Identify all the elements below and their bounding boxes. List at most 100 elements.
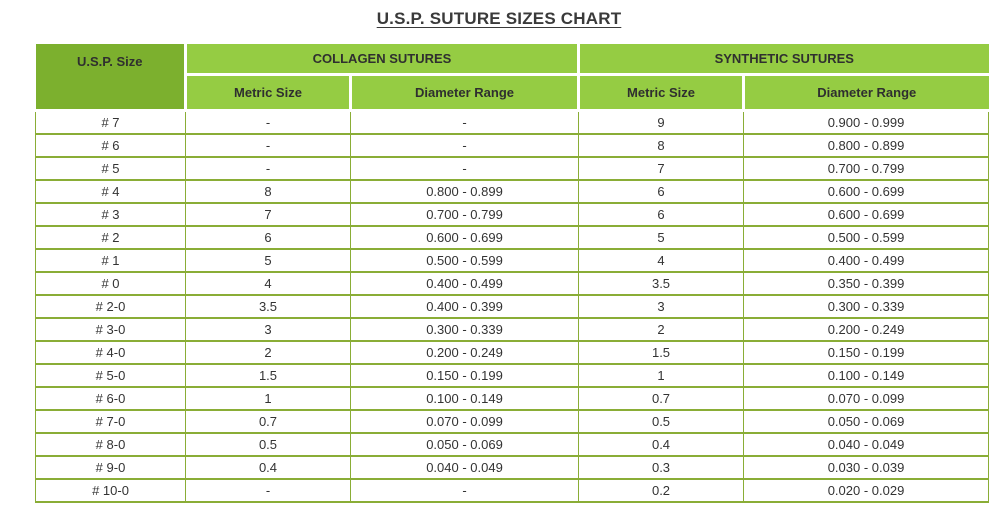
table-cell: 0.2 xyxy=(578,479,745,503)
table-cell: 0.150 - 0.199 xyxy=(349,364,580,388)
table-row: # 10-0- -0.2 0.020 - 0.029 xyxy=(35,479,990,503)
suture-sizes-table: U.S.P. Size COLLAGEN SUTURES SYNTHETIC S… xyxy=(35,44,990,503)
table-cell: 0.5 xyxy=(185,433,351,457)
usp-size-cell: # 3 xyxy=(35,203,186,227)
table-cell: 0.800 - 0.899 xyxy=(743,134,990,158)
table-cell: 0.020 - 0.029 xyxy=(743,479,990,503)
usp-size-cell: # 1 xyxy=(35,249,186,273)
table-cell: 2 xyxy=(185,341,351,365)
table-cell: - xyxy=(185,110,351,135)
collagen-sutures-group-header: COLLAGEN SUTURES xyxy=(183,44,581,76)
table-cell: 6 xyxy=(578,203,745,227)
table-row: # 5- -7 0.700 - 0.799 xyxy=(35,157,990,181)
usp-size-cell: # 2 xyxy=(35,226,186,250)
table-row: # 1 5 0.500 - 0.599 4 0.400 - 0.499 xyxy=(35,249,990,273)
table-row: # 3-0 3 0.300 - 0.339 2 0.200 - 0.249 xyxy=(35,318,990,342)
usp-size-cell: # 9-0 xyxy=(35,456,186,480)
table-row: # 3 7 0.700 - 0.799 6 0.600 - 0.699 xyxy=(35,203,990,227)
table-cell: 0.150 - 0.199 xyxy=(743,341,990,365)
usp-size-cell: # 6 xyxy=(35,134,186,158)
table-cell: 1 xyxy=(578,364,745,388)
table-cell: 0.7 xyxy=(185,410,351,434)
table-cell: 1.5 xyxy=(185,364,351,388)
table-head: U.S.P. Size COLLAGEN SUTURES SYNTHETIC S… xyxy=(35,44,989,112)
table-cell: 8 xyxy=(578,134,745,158)
table-cell: 0.600 - 0.699 xyxy=(743,180,990,204)
table-cell: 0.100 - 0.149 xyxy=(743,364,990,388)
table-cell: 7 xyxy=(578,157,745,181)
usp-size-header: U.S.P. Size xyxy=(35,44,187,112)
table-cell: 3.5 xyxy=(185,295,351,319)
table-cell: 0.900 - 0.999 xyxy=(743,110,990,135)
table-row: # 7- -9 0.900 - 0.999 xyxy=(35,110,990,135)
table-row: # 0 4 0.400 - 0.499 3.5 0.350 - 0.399 xyxy=(35,272,990,296)
table-cell: 3 xyxy=(578,295,745,319)
table-cell: 0.700 - 0.799 xyxy=(743,157,990,181)
table-cell: 5 xyxy=(185,249,351,273)
table-cell: 0.100 - 0.149 xyxy=(349,387,580,411)
table-body: # 7- -9 0.900 - 0.999 # 6- -8 0.800 - 0.899 # … xyxy=(35,110,990,503)
table-cell: 0.050 - 0.069 xyxy=(349,433,580,457)
table-cell: 0.600 - 0.699 xyxy=(743,203,990,227)
synthetic-diameter-range-header: Diameter Range xyxy=(742,73,989,112)
table-cell: 4 xyxy=(578,249,745,273)
table-cell: 0.800 - 0.899 xyxy=(349,180,580,204)
usp-size-cell: # 7 xyxy=(35,110,186,135)
table-cell: - xyxy=(349,110,580,135)
page-title: U.S.P. SUTURE SIZES CHART xyxy=(376,9,622,28)
table-cell: 6 xyxy=(578,180,745,204)
table-cell: - xyxy=(349,479,580,503)
collagen-metric-size-header: Metric Size xyxy=(184,73,352,112)
synthetic-sutures-group-header: SYNTHETIC SUTURES xyxy=(577,44,989,76)
table-cell: 2 xyxy=(578,318,745,342)
table-cell: 0.300 - 0.339 xyxy=(743,295,990,319)
table-cell: 0.030 - 0.039 xyxy=(743,456,990,480)
table-cell: 0.600 - 0.699 xyxy=(349,226,580,250)
table-row: # 4 8 0.800 - 0.899 6 0.600 - 0.699 xyxy=(35,180,990,204)
usp-size-cell: # 3-0 xyxy=(35,318,186,342)
usp-size-cell: # 5 xyxy=(35,157,186,181)
table-cell: 5 xyxy=(578,226,745,250)
table-cell: 1 xyxy=(185,387,351,411)
table-cell: 0.350 - 0.399 xyxy=(743,272,990,296)
table-cell: 1.5 xyxy=(578,341,745,365)
table-cell: 0.070 - 0.099 xyxy=(743,387,990,411)
table-cell: 3.5 xyxy=(578,272,745,296)
table-cell: 9 xyxy=(578,110,745,135)
table-row: # 6-0 1 0.100 - 0.149 0.7 0.070 - 0.099 xyxy=(35,387,990,411)
table-cell: 0.200 - 0.249 xyxy=(743,318,990,342)
sub-header-row: Metric Size Diameter Range Metric Size D… xyxy=(36,73,989,112)
usp-size-cell: # 4-0 xyxy=(35,341,186,365)
table-row: # 7-0 0.7 0.070 - 0.099 0.5 0.050 - 0.069 xyxy=(35,410,990,434)
table-cell: 0.200 - 0.249 xyxy=(349,341,580,365)
usp-size-cell: # 5-0 xyxy=(35,364,186,388)
table-cell: 0.500 - 0.599 xyxy=(743,226,990,250)
table-cell: 0.4 xyxy=(578,433,745,457)
table-cell: - xyxy=(185,157,351,181)
table-cell: 0.050 - 0.069 xyxy=(743,410,990,434)
usp-size-cell: # 8-0 xyxy=(35,433,186,457)
table-cell: 0.070 - 0.099 xyxy=(349,410,580,434)
usp-size-cell: # 10-0 xyxy=(35,479,186,503)
table-cell: 3 xyxy=(185,318,351,342)
table-cell: 8 xyxy=(185,180,351,204)
table-row: # 8-0 0.5 0.050 - 0.069 0.4 0.040 - 0.049 xyxy=(35,433,990,457)
table-cell: - xyxy=(185,134,351,158)
table-cell: 4 xyxy=(185,272,351,296)
table-cell: - xyxy=(349,134,580,158)
table-cell: 0.3 xyxy=(578,456,745,480)
table-cell: 0.500 - 0.599 xyxy=(349,249,580,273)
table-cell: 0.7 xyxy=(578,387,745,411)
table-cell: 0.400 - 0.499 xyxy=(743,249,990,273)
table-cell: 7 xyxy=(185,203,351,227)
table-cell: 0.040 - 0.049 xyxy=(349,456,580,480)
collagen-diameter-range-header: Diameter Range xyxy=(348,73,581,112)
table-row: # 6- -8 0.800 - 0.899 xyxy=(35,134,990,158)
table-cell: 0.5 xyxy=(578,410,745,434)
table-row: # 4-0 2 0.200 - 0.249 1.5 0.150 - 0.199 xyxy=(35,341,990,365)
table-row: # 9-0 0.4 0.040 - 0.049 0.3 0.030 - 0.039 xyxy=(35,456,990,480)
table-cell: 0.040 - 0.049 xyxy=(743,433,990,457)
table-cell: 0.400 - 0.499 xyxy=(349,272,580,296)
table-cell: 6 xyxy=(185,226,351,250)
